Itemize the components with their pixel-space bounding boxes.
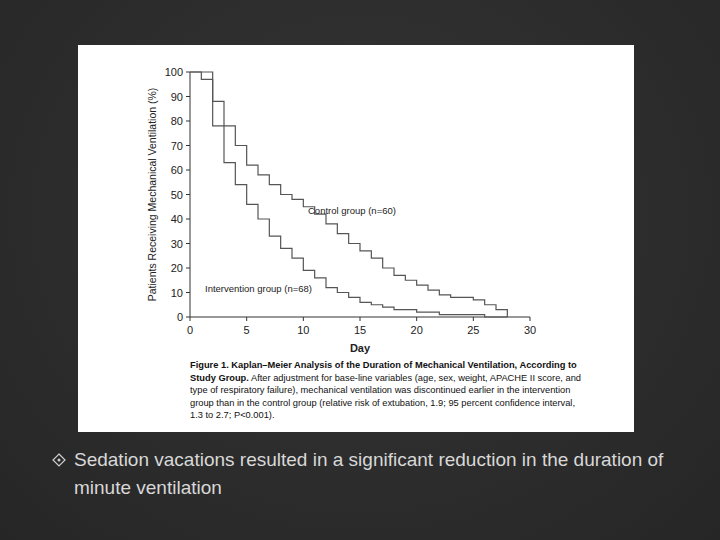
y-tick-label: 10 (171, 287, 183, 299)
y-tick (186, 317, 190, 318)
x-tick-label: 20 (411, 324, 423, 336)
y-tick-label: 80 (171, 115, 183, 127)
y-tick-label: 60 (171, 164, 183, 176)
x-tick-label: 25 (467, 324, 479, 336)
y-tick-label: 50 (171, 189, 183, 201)
y-tick-label: 30 (171, 238, 183, 250)
plot-data (190, 72, 507, 317)
series-label: Control group (n=60) (308, 205, 396, 216)
y-tick-label: 90 (171, 91, 183, 103)
slide: 0 10 20 30 40 50 60 70 80 90 100 0 5 10 15 20 25 30 Day Pat… (0, 0, 720, 540)
y-tick (186, 243, 190, 244)
bullet-text: Sedation vacations resulted in a signifi… (74, 446, 694, 502)
bullet-icon (52, 453, 66, 467)
x-tick (246, 317, 247, 321)
x-tick-label: 15 (354, 324, 366, 336)
caption: Figure 1. Kaplan–Meier Analysis of the D… (190, 359, 590, 422)
y-tick (186, 145, 190, 146)
km-curve (190, 72, 507, 317)
x-tick (360, 317, 361, 321)
km-curve (190, 72, 507, 317)
y-tick (186, 268, 190, 269)
y-tick (186, 72, 190, 73)
y-tick (186, 194, 190, 195)
y-tick (186, 219, 190, 220)
y-axis-label: Patients Receiving Mechanical Ventilatio… (146, 88, 158, 302)
x-tick (190, 317, 191, 321)
x-tick-label: 30 (524, 324, 536, 336)
y-tick (186, 96, 190, 97)
x-tick (473, 317, 474, 321)
x-tick (530, 317, 531, 321)
y-tick-label: 0 (177, 311, 183, 323)
y-tick-label: 70 (171, 140, 183, 152)
caption-text: After adjustment for base-line variables… (190, 373, 581, 421)
y-tick-label: 40 (171, 213, 183, 225)
y-tick (186, 292, 190, 293)
x-tick-label: 10 (297, 324, 309, 336)
x-tick-label: 0 (187, 324, 193, 336)
x-axis-label: Day (350, 342, 371, 354)
series-label: Intervention group (n=68) (205, 283, 312, 294)
x-tick (303, 317, 304, 321)
y-tick-label: 100 (165, 66, 183, 78)
y-tick (186, 121, 190, 122)
y-tick (186, 170, 190, 171)
y-tick-label: 20 (171, 262, 183, 274)
x-tick-label: 5 (244, 324, 250, 336)
x-tick (416, 317, 417, 321)
